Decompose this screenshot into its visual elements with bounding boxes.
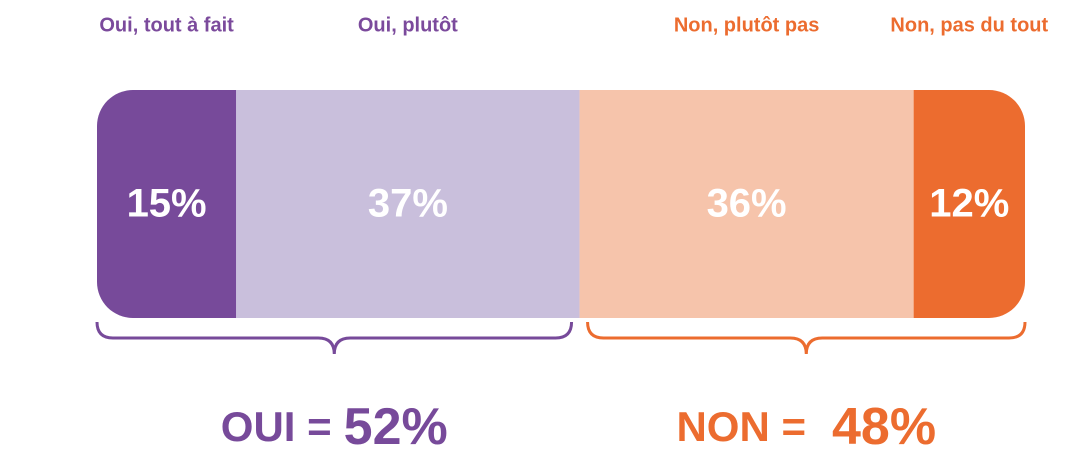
bar-segment <box>97 90 237 318</box>
group-total: OUI = 52% <box>221 398 448 456</box>
group-value: 48% <box>832 398 936 456</box>
brace <box>586 321 1027 355</box>
category-label: Non, pas du tout <box>890 14 1048 36</box>
bar-group <box>97 90 1025 318</box>
category-label: Oui, plutôt <box>358 14 458 36</box>
value-label: 15% <box>127 182 207 226</box>
group-label: NON = <box>676 403 806 450</box>
bar-segment <box>913 90 1025 318</box>
value-label: 37% <box>368 182 448 226</box>
bar-segment <box>236 90 580 318</box>
brace <box>95 321 574 355</box>
group-total: NON = 48% <box>676 398 936 456</box>
value-label: 36% <box>707 182 787 226</box>
category-label: Oui, tout à fait <box>99 14 234 36</box>
bar-segment <box>579 90 914 318</box>
value-label: 12% <box>929 182 1009 226</box>
group-value: 52% <box>344 398 448 456</box>
category-label: Non, plutôt pas <box>674 14 820 36</box>
group-label: OUI = <box>221 403 332 450</box>
